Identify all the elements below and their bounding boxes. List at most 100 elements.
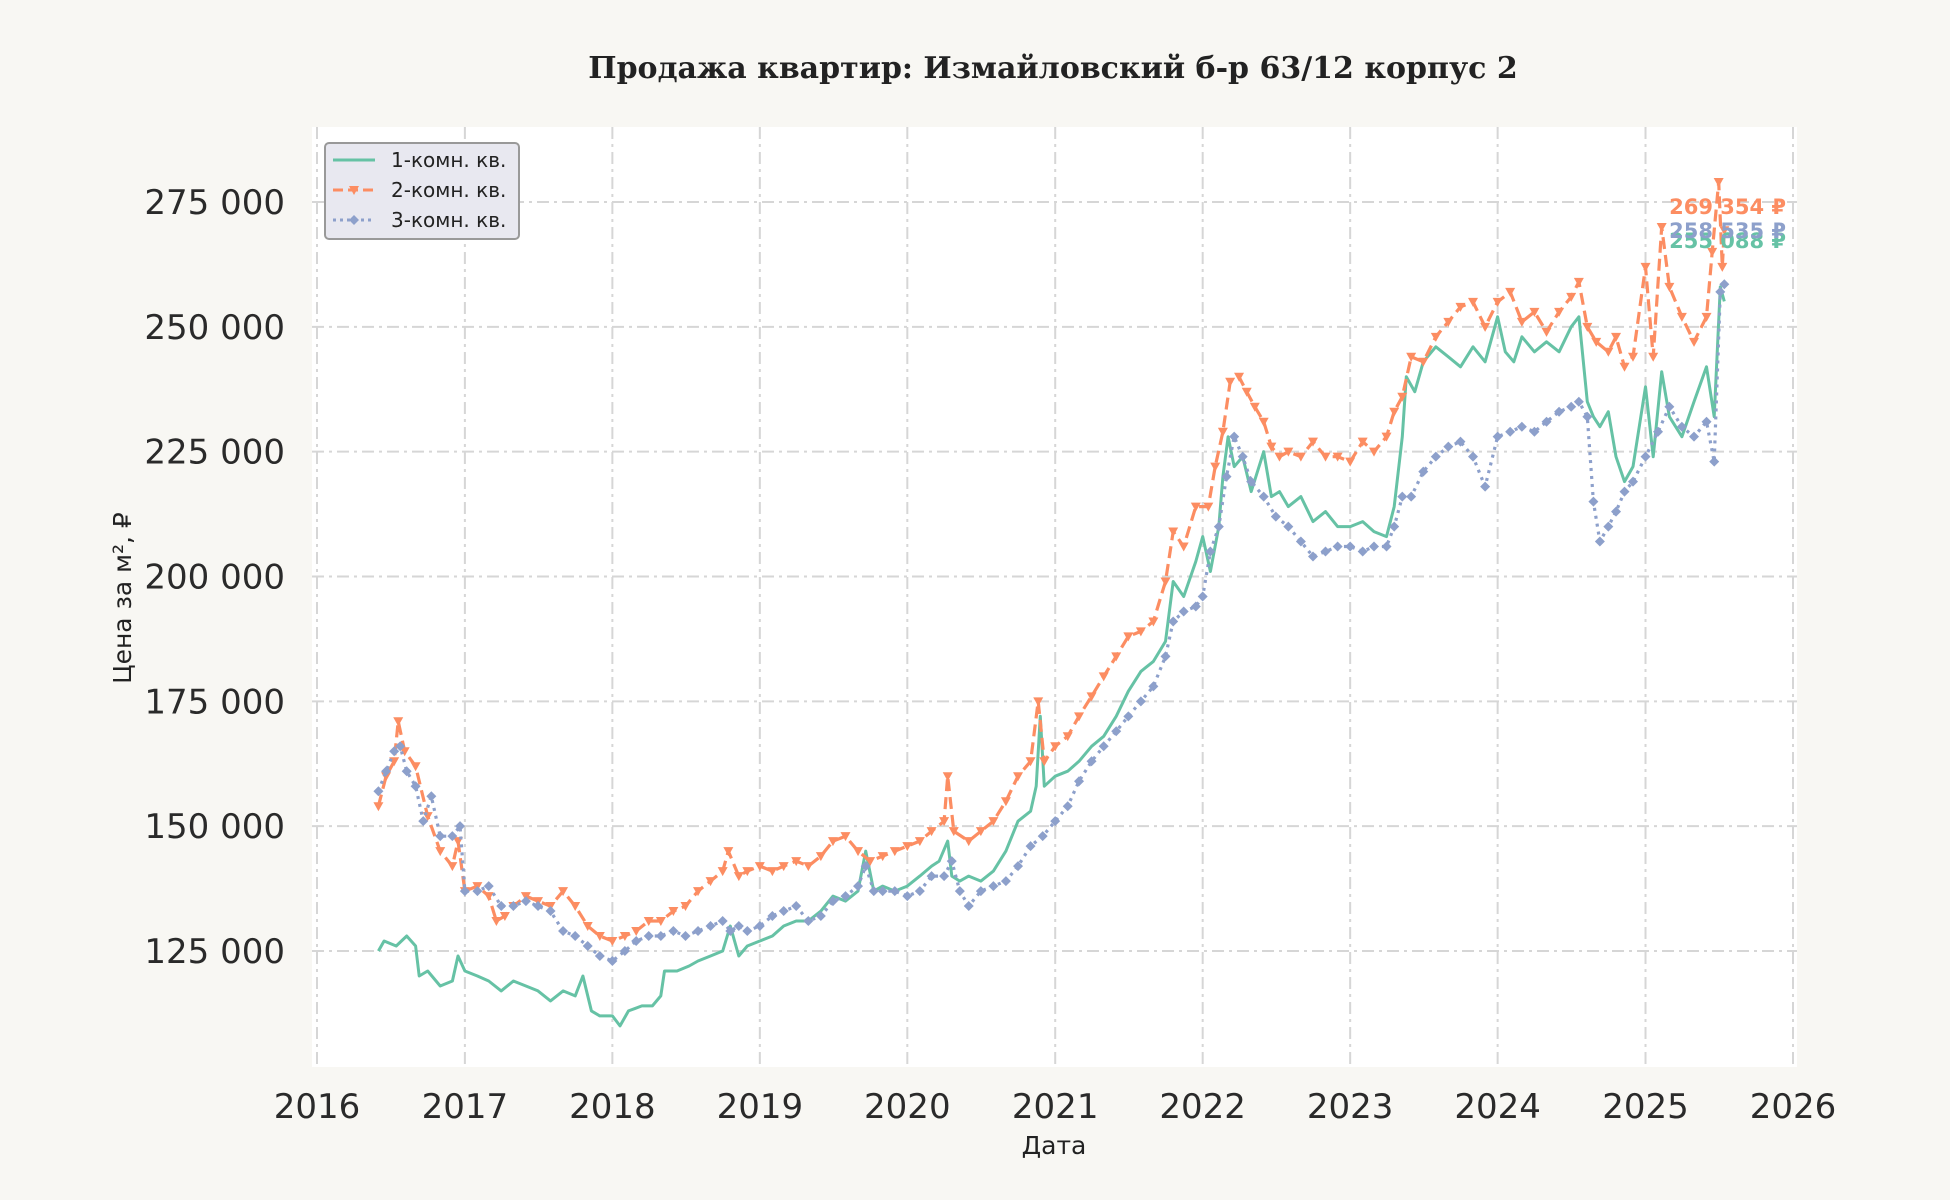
data-point [1320, 452, 1331, 462]
data-point [1213, 521, 1224, 532]
data-point [447, 862, 458, 872]
data-point [399, 747, 410, 757]
data-point [570, 902, 581, 912]
data-point [725, 926, 736, 937]
data-point [1653, 426, 1664, 437]
y-tick-label: 175 000 [144, 682, 285, 722]
data-point [1283, 447, 1294, 457]
data-point [1455, 436, 1466, 447]
y-tick-label: 125 000 [144, 932, 285, 972]
data-point [1541, 416, 1552, 427]
x-tick-label: 2018 [569, 1087, 656, 1127]
data-point [594, 950, 605, 961]
data-point [1258, 417, 1269, 427]
data-point [1178, 606, 1189, 617]
data-point [1443, 317, 1454, 327]
data-point [914, 837, 925, 847]
data-point [643, 931, 654, 942]
data-point [840, 891, 851, 902]
data-point [1217, 427, 1228, 437]
y-axis-label: Цена за м², ₽ [108, 512, 137, 684]
data-point [778, 906, 789, 917]
data-point [1345, 541, 1356, 552]
data-point [1135, 696, 1146, 707]
data-point [410, 781, 421, 792]
data-point [435, 831, 446, 842]
data-point [1611, 332, 1622, 342]
data-point [1676, 421, 1687, 432]
y-tick-label: 200 000 [144, 558, 285, 598]
data-point [1274, 452, 1285, 462]
data-point [1701, 312, 1712, 322]
data-point [1190, 601, 1201, 612]
data-point [1529, 426, 1540, 437]
data-point [815, 852, 826, 862]
data-point [1603, 521, 1614, 532]
data-point [1148, 681, 1159, 692]
data-point [1418, 357, 1429, 367]
data-point [1467, 451, 1478, 462]
data-point [1430, 451, 1441, 462]
data-point [1074, 712, 1085, 722]
data-point [1707, 247, 1718, 257]
data-point [1033, 697, 1044, 707]
data-point [988, 881, 999, 892]
data-point [1566, 401, 1577, 412]
data-point [1389, 407, 1400, 417]
data-point [1178, 542, 1189, 552]
legend-label: 2-комн. кв. [391, 178, 506, 202]
data-point [1190, 502, 1201, 512]
data-point [1160, 651, 1171, 662]
data-point [1505, 426, 1516, 437]
data-point [1225, 377, 1236, 387]
data-point [1406, 352, 1417, 362]
legend-label: 3-комн. кв. [391, 208, 506, 232]
data-point [1307, 551, 1318, 562]
data-point [946, 856, 957, 867]
data-point [594, 932, 605, 942]
data-point [1368, 447, 1379, 457]
data-point [963, 901, 974, 912]
data-point [643, 917, 654, 927]
x-tick-label: 2017 [422, 1087, 509, 1127]
data-point [607, 937, 618, 947]
data-point [1529, 307, 1540, 317]
data-point [693, 887, 704, 897]
data-point [742, 867, 753, 877]
data-point [853, 881, 864, 892]
data-point [1603, 347, 1614, 357]
data-point [954, 886, 965, 897]
data-point [1307, 437, 1318, 447]
x-axis-label: Дата [1022, 1131, 1087, 1160]
series-line [377, 285, 1726, 1028]
data-point [1320, 546, 1331, 557]
data-point [1000, 797, 1011, 807]
data-point [1050, 742, 1061, 752]
data-point [1111, 652, 1122, 662]
data-point [1443, 441, 1454, 452]
data-point [1013, 861, 1024, 872]
data-point [1062, 732, 1073, 742]
data-point [926, 827, 937, 837]
data-point [373, 786, 384, 797]
data-point [733, 921, 744, 932]
data-point [1689, 337, 1700, 347]
data-point [1492, 431, 1503, 442]
data-point [1381, 432, 1392, 442]
data-point [1168, 527, 1179, 537]
data-point [1135, 627, 1146, 637]
data-point [717, 867, 728, 877]
data-point [1295, 536, 1306, 547]
data-point [1229, 431, 1240, 442]
data-point [1234, 372, 1245, 382]
data-point [1594, 536, 1605, 547]
data-point [1406, 491, 1417, 502]
data-point [1168, 616, 1179, 627]
data-point [1148, 617, 1159, 627]
data-point [889, 886, 900, 897]
data-point [1050, 816, 1061, 827]
data-point [723, 847, 734, 857]
data-point [1516, 317, 1527, 327]
data-point [1295, 452, 1306, 462]
data-point [668, 926, 679, 937]
